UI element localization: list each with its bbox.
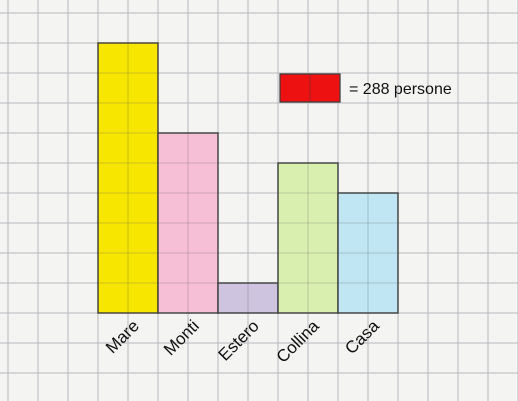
legend: = 288 persone (279, 73, 452, 103)
bars (97, 42, 399, 314)
category-labels: Mare Monti Estero Collina Casa (102, 316, 383, 367)
bar-casa (337, 192, 399, 314)
category-label-casa: Casa (341, 316, 383, 358)
category-label-collina: Collina (273, 316, 324, 367)
category-label-monti: Monti (160, 316, 203, 359)
category-label-estero: Estero (215, 316, 263, 364)
bar-collina (277, 162, 339, 314)
category-label-mare: Mare (102, 316, 143, 357)
legend-text: = 288 persone (349, 81, 452, 98)
bar-estero (217, 282, 279, 314)
bar-monti (157, 132, 219, 314)
